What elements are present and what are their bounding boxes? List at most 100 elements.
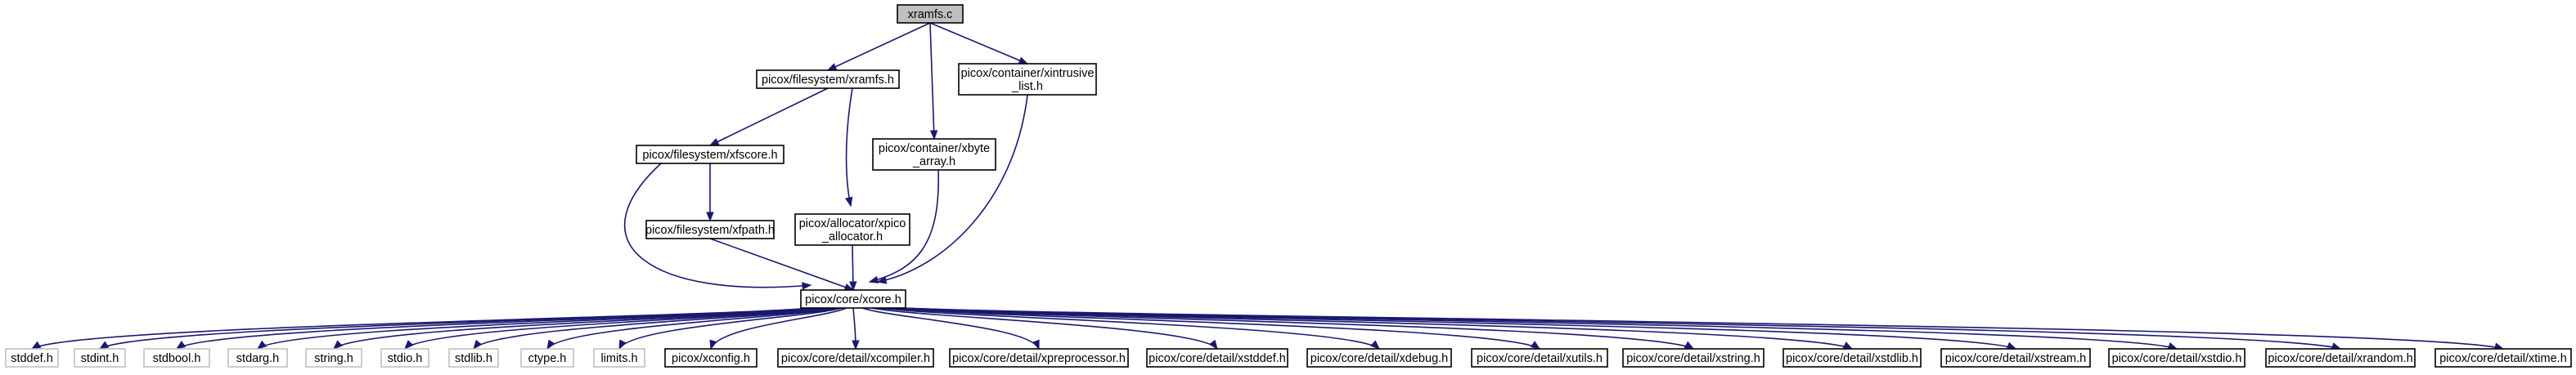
node-box (664, 348, 758, 368)
node-xrandom_h[interactable]: picox/core/detail/xrandom.h (2265, 348, 2416, 368)
node-label: string.h (314, 352, 353, 365)
node-label: picox/core/xcore.h (805, 293, 901, 306)
arrowhead (706, 212, 714, 222)
node-fs_xramfs_h[interactable]: picox/filesystem/xramfs.h (756, 69, 900, 89)
node-container_xbyte_array_h[interactable]: picox/container/xbyte_array.h (872, 138, 996, 171)
node-box (593, 348, 645, 368)
node-box (380, 348, 429, 368)
node-ctype_h[interactable]: ctype.h (520, 348, 574, 368)
edge-core_xcore_h-to-xstddef_h (871, 307, 1218, 350)
edge-core_xcore_h-to-xutils_h (887, 307, 1541, 350)
edge-line (869, 169, 939, 283)
node-xpreprocessor_h[interactable]: picox/core/detail/xpreprocessor.h (949, 348, 1129, 368)
node-core_xcore_h[interactable]: picox/core/xcore.h (800, 289, 906, 309)
node-label: stdlib.h (455, 352, 492, 365)
node-stdint_h[interactable]: stdint.h (74, 348, 126, 368)
node-xstream_h[interactable]: picox/core/detail/xstream.h (1940, 348, 2091, 368)
node-box (1940, 348, 2091, 368)
node-xtime_h[interactable]: picox/core/detail/xtime.h (2434, 348, 2572, 368)
node-box (794, 213, 910, 246)
node-stdarg_h[interactable]: stdarg.h (227, 348, 288, 368)
arrowhead (2006, 342, 2017, 350)
node-box (777, 348, 934, 368)
edge-core_xcore_h-to-ctype_h (546, 307, 838, 350)
edge-line (929, 22, 1028, 65)
arrowhead (852, 340, 860, 350)
node-box (897, 4, 964, 24)
edge-core_xcore_h-to-xconfig_h (709, 307, 847, 350)
node-stddef_h[interactable]: stddef.h (5, 348, 59, 368)
node-label: picox/core/detail/xpreprocessor.h (952, 352, 1126, 365)
edge-line (845, 87, 853, 207)
edge-line (710, 307, 847, 350)
node-xcompiler_h[interactable]: picox/core/detail/xcompiler.h (777, 348, 934, 368)
node-label: picox/filesystem/xramfs.h (762, 74, 894, 87)
edge-line (623, 163, 811, 288)
edge-line (709, 87, 829, 146)
node-limits_h[interactable]: limits.h (593, 348, 645, 368)
node-box (74, 348, 126, 368)
node-box (520, 348, 574, 368)
node-xstdlib_h[interactable]: picox/core/detail/xstdlib.h (1783, 348, 1922, 368)
node-box (1306, 348, 1452, 368)
node-xconfig_h[interactable]: picox/xconfig.h (664, 348, 758, 368)
node-label: picox/core/detail/xcompiler.h (781, 352, 930, 365)
node-allocator_xpico_allocator_h[interactable]: picox/allocator/xpico_allocator.h (794, 213, 910, 246)
node-label: limits.h (600, 352, 637, 365)
edge-core_xcore_h-to-xpreprocessor_h (862, 307, 1040, 350)
edge-core_xcore_h-to-stdlib_h (473, 307, 834, 350)
node-label: picox/core/detail/xstring.h (1626, 352, 1760, 365)
edge-core_xcore_h-to-xcompiler_h (852, 307, 860, 350)
node-label: xramfs.c (908, 8, 953, 21)
node-stdbool_h[interactable]: stdbool.h (143, 348, 210, 368)
arrowhead (1370, 340, 1380, 350)
edge-line (709, 238, 854, 291)
node-xdebug_h[interactable]: picox/core/detail/xdebug.h (1306, 348, 1452, 368)
node-container_xintrusive_list_h[interactable]: picox/container/xintrusive_list.h (958, 63, 1097, 96)
node-box (800, 289, 906, 309)
edge-xramfs_c-to-fs_xramfs_h (826, 22, 931, 71)
node-xstdio_h[interactable]: picox/core/detail/xstdio.h (2108, 348, 2246, 368)
edge-fs_xramfs_h-to-fs_xfscore_h (708, 87, 829, 146)
node-box (756, 69, 900, 89)
nodes-layer: xramfs.c picox/filesystem/xramfs.h picox/c… (5, 4, 2572, 368)
node-label: picox/filesystem/xfscore.h (642, 149, 777, 162)
edge-line (862, 307, 1040, 350)
edge-container_xintrusive_list_h-to-core_xcore_h (876, 94, 1028, 284)
edge-core_xcore_h-to-xstdlib_h (901, 307, 1854, 350)
node-stdio_h[interactable]: stdio.h (380, 348, 429, 368)
arrowhead (30, 341, 42, 350)
node-stdlib_h[interactable]: stdlib.h (448, 348, 499, 368)
node-label: picox/container/xintrusive (961, 67, 1095, 80)
node-box (1146, 348, 1288, 368)
node-label: picox/core/detail/xutils.h (1477, 352, 1603, 365)
node-box (305, 348, 362, 368)
edge-core_xcore_h-to-limits_h (618, 307, 842, 350)
node-label: picox/core/detail/xstdlib.h (1786, 352, 1918, 365)
node-box (2434, 348, 2572, 368)
node-box (872, 138, 996, 171)
edge-xramfs_c-to-container_xintrusive_list_h (929, 22, 1029, 65)
edge-line (901, 307, 2178, 350)
node-xramfs_c[interactable]: xramfs.c (897, 4, 964, 24)
node-box (949, 348, 1129, 368)
node-xstring_h[interactable]: picox/core/detail/xstring.h (1622, 348, 1765, 368)
node-fs_xfpath_h[interactable]: picox/filesystem/xfpath.h (645, 220, 775, 239)
arrowhead (1208, 339, 1218, 350)
node-box (448, 348, 499, 368)
edge-fs_xfscore_h-to-core_xcore_h (623, 163, 812, 290)
arrowhead (473, 339, 483, 350)
arrowhead (175, 341, 187, 350)
arrowhead (546, 339, 555, 350)
node-label: stddef.h (11, 352, 53, 365)
node-string_h[interactable]: string.h (305, 348, 362, 368)
node-xutils_h[interactable]: picox/core/detail/xutils.h (1471, 348, 1608, 368)
edge-xramfs_c-to-container_xbyte_array_h (929, 22, 938, 141)
arrowhead (404, 340, 414, 350)
edge-line (404, 307, 831, 350)
node-label: _allocator.h (821, 230, 883, 243)
node-fs_xfscore_h[interactable]: picox/filesystem/xfscore.h (636, 145, 784, 164)
node-box (1471, 348, 1608, 368)
node-xstddef_h[interactable]: picox/core/detail/xstddef.h (1146, 348, 1288, 368)
